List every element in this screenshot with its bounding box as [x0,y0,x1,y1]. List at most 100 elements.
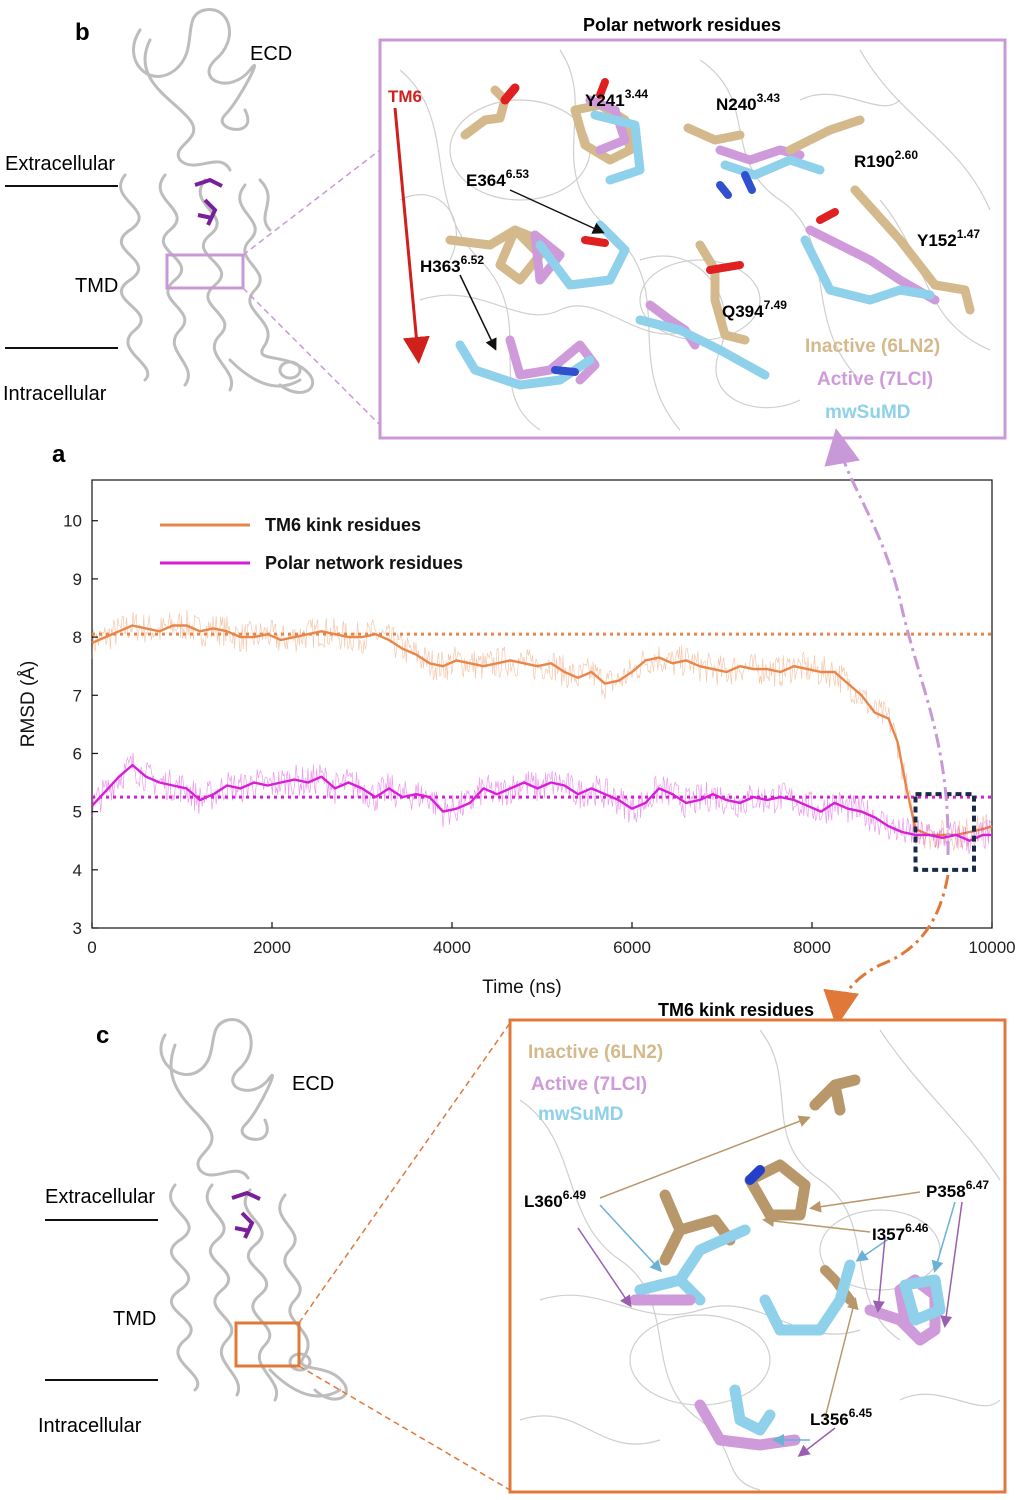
y-axis-label: RMSD (Å) [18,661,39,748]
x-tick-label: 2000 [253,938,291,957]
legend-mwsumd-c: mwSuMD [538,1104,624,1125]
residue-number: 6.53 [506,167,530,181]
series-line-0 [91,624,993,837]
residue-name: L356 [810,1410,849,1429]
x-tick-label: 10000 [968,938,1015,957]
panel-letter-a: a [52,441,66,468]
arrow-tan-l360 [599,1115,811,1199]
x-axis-label: Time (ns) [482,977,562,998]
residue-number: 6.47 [966,1178,990,1192]
x-tick-label: 0 [87,938,96,957]
legend-active-c: Active (7LCI) [531,1074,647,1095]
residue-name: E364 [466,171,506,190]
panel-b-residue-labels: Y2413.44 N2403.43 R1902.60 E3646.53 Y152… [420,87,980,321]
residue-label-l360: L3606.49 [524,1188,586,1211]
zoom-connector-b-top [242,149,381,256]
residue-label-l356: L3566.45 [810,1406,872,1429]
y-tick-label: 10 [63,512,82,531]
residue-number: 2.60 [895,148,919,162]
residue-number: 6.52 [461,253,485,267]
legend-mwsumd-b: mwSuMD [825,402,911,423]
residue-label-y152: Y1521.47 [917,227,980,250]
tm6-arrow [393,107,430,364]
arrow-blue-l360 [599,1204,663,1273]
label-tmd-b: TMD [75,275,118,297]
legend-inactive-b: Inactive (6LN2) [805,336,940,357]
residue-number: 6.49 [563,1188,587,1202]
residue-label-r190: R1902.60 [854,148,918,171]
connector-to-panel-c [823,874,950,1027]
connector-to-panel-b [824,428,950,856]
panel-letter-b: b [75,19,90,46]
arrow-purple-i357 [872,1237,886,1313]
legend-label-1: Polar network residues [265,553,463,573]
y-tick-label: 4 [73,861,82,880]
arrow-blue-p358 [931,1201,956,1273]
series-line-1 [91,763,992,842]
residue-number: 3.43 [757,91,781,105]
residue-name: I357 [872,1225,905,1244]
y-tick-label: 5 [73,803,82,822]
zoom-connector-c-top [298,1022,511,1324]
panel-b-title: Polar network residues [583,15,781,35]
arrow-e364 [509,189,605,234]
arrow-purple-l356 [797,1427,836,1457]
panel-c-receptor [159,1018,348,1402]
plot-frame [91,479,993,929]
arrow-purple-l360 [577,1227,632,1308]
label-ecd-b: ECD [250,43,292,65]
x-tick-label: 6000 [613,938,651,957]
residue-label-q394: Q3947.49 [722,298,787,321]
y-tick-label: 9 [73,570,82,589]
panel-c-ligand [231,1190,261,1239]
panel-c-residue-labels: L3606.49 P3586.47 I3576.46 L3566.45 [524,1178,989,1429]
arrow-tan-i357 [762,1215,871,1233]
residue-label-n240: N2403.43 [716,91,780,114]
residue-label-e364: E3646.53 [466,167,529,190]
residue-name: Y152 [917,231,957,250]
y-tick-label: 8 [73,628,82,647]
series-noise-1 [91,752,992,854]
arrow-tan-l356 [824,1297,859,1419]
highlight-box [913,792,976,872]
arrow-h363 [459,274,497,351]
zoom-connector-b-bottom [242,287,381,426]
residue-name: L360 [524,1192,563,1211]
zoom-box-b [165,253,245,290]
residue-name: Y241 [585,91,625,110]
residue-label-p358: P3586.47 [926,1178,989,1201]
x-tick-label: 4000 [433,938,471,957]
panel-b-ligand [194,177,223,226]
arrow-purple-p358 [940,1201,963,1328]
series-noise-0 [91,609,992,851]
residue-name: R190 [854,152,895,171]
legend-label-0: TM6 kink residues [265,515,421,535]
y-tick-label: 6 [73,744,82,763]
residue-name: N240 [716,95,757,114]
residue-name: Q394 [722,302,764,321]
label-intracellular-c: Intracellular [38,1415,142,1437]
label-extracellular-b: Extracellular [5,153,115,175]
residue-label-i357: I3576.46 [872,1221,929,1244]
label-ecd-c: ECD [292,1073,334,1095]
residue-label-y241: Y2413.44 [585,87,648,110]
legend-active-b: Active (7LCI) [817,369,933,390]
zoom-connector-c-bottom [298,1365,511,1491]
panel-c-inset-frame [508,1018,1007,1494]
residue-number: 3.44 [625,87,649,101]
panel-c-arrows [577,1115,963,1457]
panel-b-sticks [445,78,975,390]
residue-number: 6.45 [849,1406,873,1420]
label-intracellular-b: Intracellular [3,383,107,405]
y-tick-label: 7 [73,686,82,705]
residue-number: 7.49 [764,298,788,312]
y-tick-label: 3 [73,919,82,938]
rmsd-chart: 0 2000 4000 6000 8000 10000 3 4 5 6 7 8 9 10 Time (ns)… [18,479,1016,998]
panel-letter-c: c [96,1022,109,1049]
arrow-tan-p358 [809,1191,921,1213]
panel-c-legend: Inactive (6LN2) Active (7LCI) mwSuMD [528,1042,663,1125]
residue-name: P358 [926,1182,966,1201]
panel-c-title: TM6 kink residues [658,1000,814,1020]
label-tmd-c: TMD [113,1308,156,1330]
